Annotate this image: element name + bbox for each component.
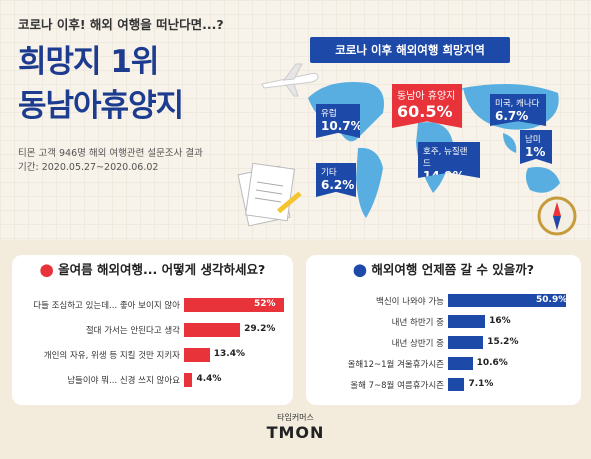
bar-value: 13.4% [213,349,245,359]
logo-small-text: 타임커머스 [277,413,314,422]
map-flag-0: 유럽 10.7% [316,104,360,138]
bar-value: 4.4% [196,374,222,384]
bar-value: 10.6% [476,358,508,368]
bar-value: 15.2% [487,337,519,347]
map-flag-value: 6.7% [495,109,529,123]
logo-main-text: TMON [0,423,591,442]
top-section: 코로나 이후! 해외 여행을 떠난다면...? 희망지 1위 동남아휴양지 티몬… [0,0,591,240]
bar [448,357,473,370]
map-flag-5: 남미 1% [520,130,552,164]
bar-value: 29.2% [244,324,276,334]
bar [184,323,241,337]
map-flag-3: 호주, 뉴질랜드14.9% [418,142,480,178]
bar [448,378,465,391]
airplane-icon [261,63,319,97]
bar [184,298,284,312]
map-flag-label: 미국, 캐나다 [495,99,540,109]
bar-value: 52% [254,299,276,309]
map-flag-label: 호주, 뉴질랜드 [423,147,468,169]
map-flag-label: 남미 [525,135,541,145]
bar-label: 남들이야 뭐... 신경 쓰지 않아요 [67,376,180,386]
opinion-panel: ⬤ 올여름 해외여행... 어떻게 생각하세요? 다들 조심하고 있는데... … [12,255,293,405]
timing-chart-title: ⬤ 해외여행 언제쯤 갈 수 있을까? [306,259,581,278]
survey-period: 기간: 2020.05.27~2020.06.02 [18,162,159,173]
bar-label: 백신이 나와야 가능 [376,297,444,307]
bar-label: 개인의 자유, 위생 등 지킬 것만 지키자 [43,351,180,361]
bar-label: 올해 7~8월 여름휴가시즌 [350,381,444,391]
headline-line2: 동남아휴양지 [18,88,184,124]
bar [448,294,566,307]
map-flag-value: 1% [525,145,546,159]
document-pen-illustration [237,162,302,227]
bar [448,315,486,328]
bar-label: 올해12~1월 겨울휴가시즌 [347,360,444,370]
timing-title-text: 해외여행 언제쯤 갈 수 있을까? [371,262,535,277]
map-flag-value: 10.7% [321,119,363,133]
tmon-logo: 타임커머스 TMON [0,412,591,442]
opinion-title-text: 올여름 해외여행... 어떻게 생각하세요? [58,262,266,277]
timing-panel: ⬤ 해외여행 언제쯤 갈 수 있을까? 백신이 나와야 가능 50.9% 내년 하반… [306,255,581,405]
compass-icon [537,196,577,236]
bar-value: 7.1% [468,379,494,389]
bar-label: 내년 하반기 중 [391,318,444,328]
map-chart-title: 코로나 이후 해외여행 희망지역 [310,37,510,63]
bar-value: 50.9% [536,295,568,305]
bar-label: 절대 가서는 안된다고 생각 [85,326,180,336]
opinion-chart-title: ⬤ 올여름 해외여행... 어떻게 생각하세요? [12,259,293,278]
map-flag-1: 동남아 휴양지 60.5% [392,84,462,128]
map-flag-label: 기타 [321,168,337,178]
bar-label: 내년 상반기 중 [391,339,444,349]
pin-icon: ⬤ [39,262,54,277]
bar-value: 16% [489,316,511,326]
map-flag-2: 미국, 캐나다 6.7% [490,94,546,126]
map-flag-4: 기타 6.2% [316,163,356,197]
survey-note: 티몬 고객 946명 해외 여행관련 설문조사 결과 [18,148,203,159]
map-flag-value: 14.9% [423,169,475,178]
bar [184,373,193,387]
subtitle: 코로나 이후! 해외 여행을 떠난다면...? [18,17,224,32]
bar [184,348,210,362]
map-flag-value: 60.5% [397,102,453,121]
map-flag-label: 동남아 휴양지 [397,91,456,102]
headline-line1: 희망지 1위 [18,44,159,80]
bar [448,336,484,349]
bar-label: 다들 조심하고 있는데... 좋아 보이지 않아 [33,301,180,311]
map-flag-label: 유럽 [321,109,337,119]
logo-wordmark: TMON [266,423,325,442]
map-flag-value: 6.2% [321,178,355,192]
pin-icon: ⬤ [352,262,367,277]
